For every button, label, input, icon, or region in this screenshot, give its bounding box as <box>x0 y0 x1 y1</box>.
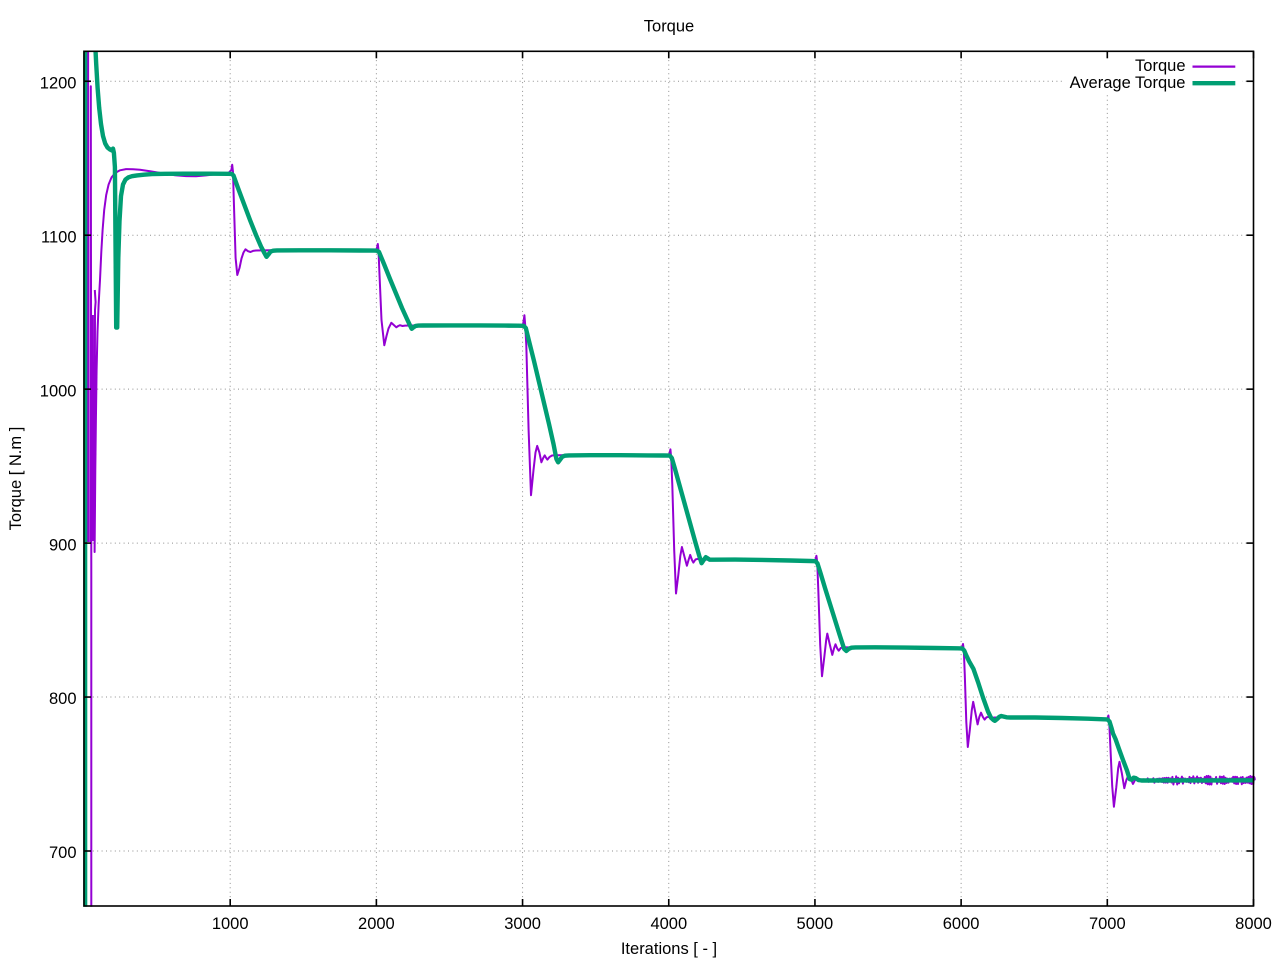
svg-text:2000: 2000 <box>358 915 395 933</box>
svg-text:7000: 7000 <box>1089 915 1126 933</box>
svg-text:5000: 5000 <box>797 915 834 933</box>
svg-text:Iterations [ - ]: Iterations [ - ] <box>621 940 717 958</box>
svg-text:Torque: Torque <box>1135 57 1185 75</box>
svg-text:Torque [ N.m ]: Torque [ N.m ] <box>7 427 25 531</box>
svg-text:6000: 6000 <box>943 915 980 933</box>
svg-text:1100: 1100 <box>41 228 76 246</box>
svg-text:1200: 1200 <box>40 75 77 93</box>
svg-text:Torque: Torque <box>644 18 694 36</box>
svg-text:700: 700 <box>49 844 77 862</box>
svg-text:900: 900 <box>49 536 77 554</box>
svg-text:4000: 4000 <box>650 915 687 933</box>
svg-text:800: 800 <box>49 690 77 708</box>
svg-text:1000: 1000 <box>212 915 249 933</box>
svg-text:8000: 8000 <box>1235 915 1272 933</box>
svg-text:Average Torque: Average Torque <box>1070 74 1186 92</box>
svg-text:3000: 3000 <box>504 915 541 933</box>
svg-text:1000: 1000 <box>40 382 77 400</box>
